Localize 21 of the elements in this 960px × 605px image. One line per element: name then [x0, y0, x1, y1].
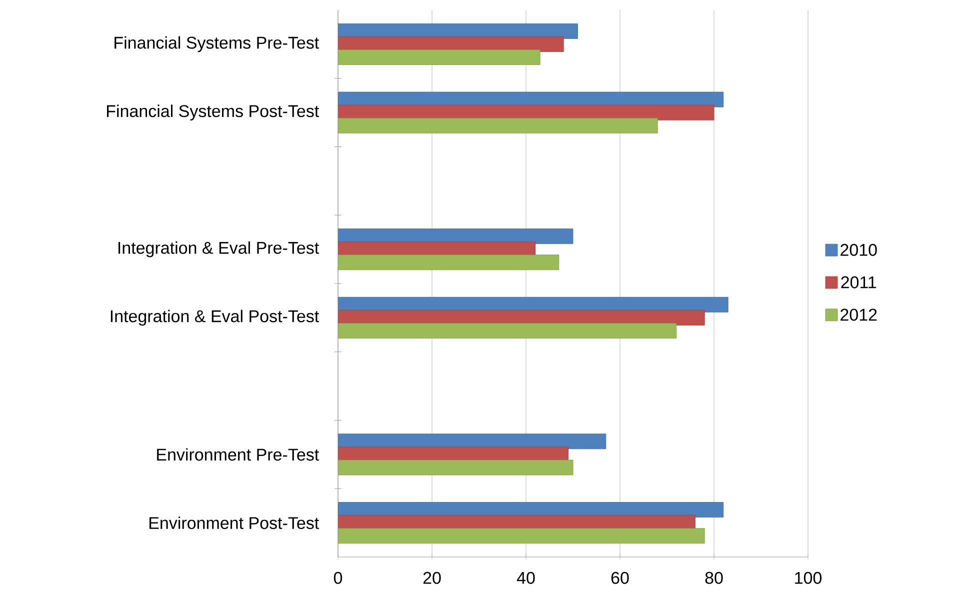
bar [338, 528, 705, 544]
y-tick-label: Integration & Eval Pre-Test [118, 241, 319, 258]
y-tick-label: Integration & Eval Post-Test [110, 310, 319, 326]
y-tick-label: Environment Post-Test [150, 516, 319, 530]
bar [338, 50, 540, 65]
y-tick-label: Environment Pre-Test [157, 448, 319, 461]
bar [338, 460, 574, 476]
bar [338, 118, 658, 134]
x-tick-label: 0 [334, 572, 342, 584]
legend-label: 2010 [840, 244, 877, 256]
bar [338, 254, 560, 270]
legend-label: 2011 [841, 276, 876, 288]
x-tick-label: 40 [516, 572, 535, 584]
bar [338, 323, 677, 338]
x-tick-label: 80 [705, 572, 723, 584]
y-tick-label: Financial Systems Post-Test [107, 104, 319, 120]
x-tick-label: 100 [795, 572, 822, 584]
y-tick-label: Financial Systems Pre-Test [114, 36, 319, 52]
x-tick-label: 20 [423, 572, 441, 584]
legend-label: 2012 [840, 308, 877, 321]
x-tick-label: 60 [611, 572, 629, 584]
